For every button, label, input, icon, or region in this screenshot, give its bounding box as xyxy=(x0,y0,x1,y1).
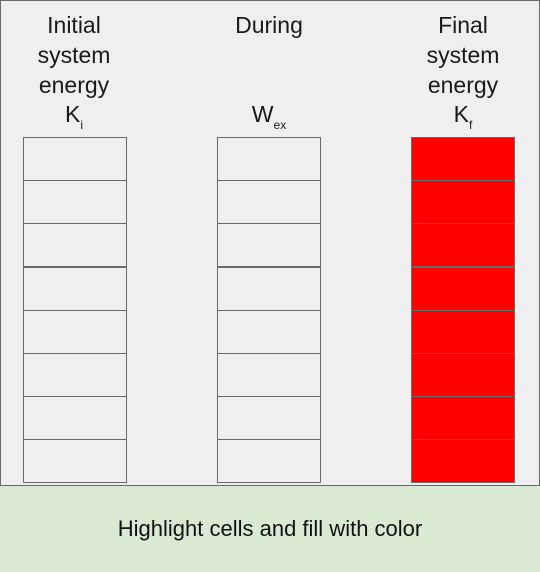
energy-cell[interactable] xyxy=(23,309,127,354)
energy-cell[interactable] xyxy=(23,439,127,484)
symbol-wex-sub: ex xyxy=(273,118,287,132)
energy-cell[interactable] xyxy=(411,137,515,181)
energy-cell[interactable] xyxy=(217,353,321,397)
energy-cell[interactable] xyxy=(23,137,127,181)
energy-cell[interactable] xyxy=(23,180,127,225)
symbol-kf: Kf xyxy=(373,99,540,140)
energy-cell[interactable] xyxy=(411,439,515,484)
energy-cell[interactable] xyxy=(217,309,321,354)
energy-cell[interactable] xyxy=(217,180,321,225)
instruction-text: Highlight cells and fill with color xyxy=(117,516,423,541)
energy-cell[interactable] xyxy=(23,353,127,397)
symbol-ki: Ki xyxy=(0,99,164,140)
column-header-initial: Initial system energy xyxy=(37,12,111,98)
cell-stack-final xyxy=(411,137,515,484)
energy-cell[interactable] xyxy=(411,353,515,397)
energy-cell[interactable] xyxy=(411,223,515,268)
energy-cell[interactable] xyxy=(217,266,321,311)
energy-cell[interactable] xyxy=(411,396,515,441)
energy-cell[interactable] xyxy=(217,396,321,441)
symbol-ki-sub: i xyxy=(80,118,83,132)
column-header-final: Final system energy xyxy=(426,12,500,98)
energy-cell[interactable] xyxy=(411,180,515,225)
cell-stack-initial xyxy=(23,137,127,484)
energy-cell[interactable] xyxy=(217,223,321,268)
energy-bar-panel: Initial system energy Ki During Wex Fina… xyxy=(0,0,540,486)
symbol-wex-main: W xyxy=(251,101,274,127)
energy-cell[interactable] xyxy=(23,396,127,441)
cell-stack-during xyxy=(217,137,321,484)
energy-cell[interactable] xyxy=(23,266,127,311)
energy-cell[interactable] xyxy=(411,266,515,311)
column-header-during: During xyxy=(235,12,303,38)
symbol-kf-main: K xyxy=(453,101,469,127)
energy-cell[interactable] xyxy=(23,223,127,268)
symbol-wex: Wex xyxy=(179,99,359,140)
energy-cell[interactable] xyxy=(217,137,321,181)
energy-cell[interactable] xyxy=(411,309,515,354)
symbol-kf-sub: f xyxy=(469,118,473,132)
symbol-ki-main: K xyxy=(64,101,81,127)
energy-cell[interactable] xyxy=(217,439,321,484)
